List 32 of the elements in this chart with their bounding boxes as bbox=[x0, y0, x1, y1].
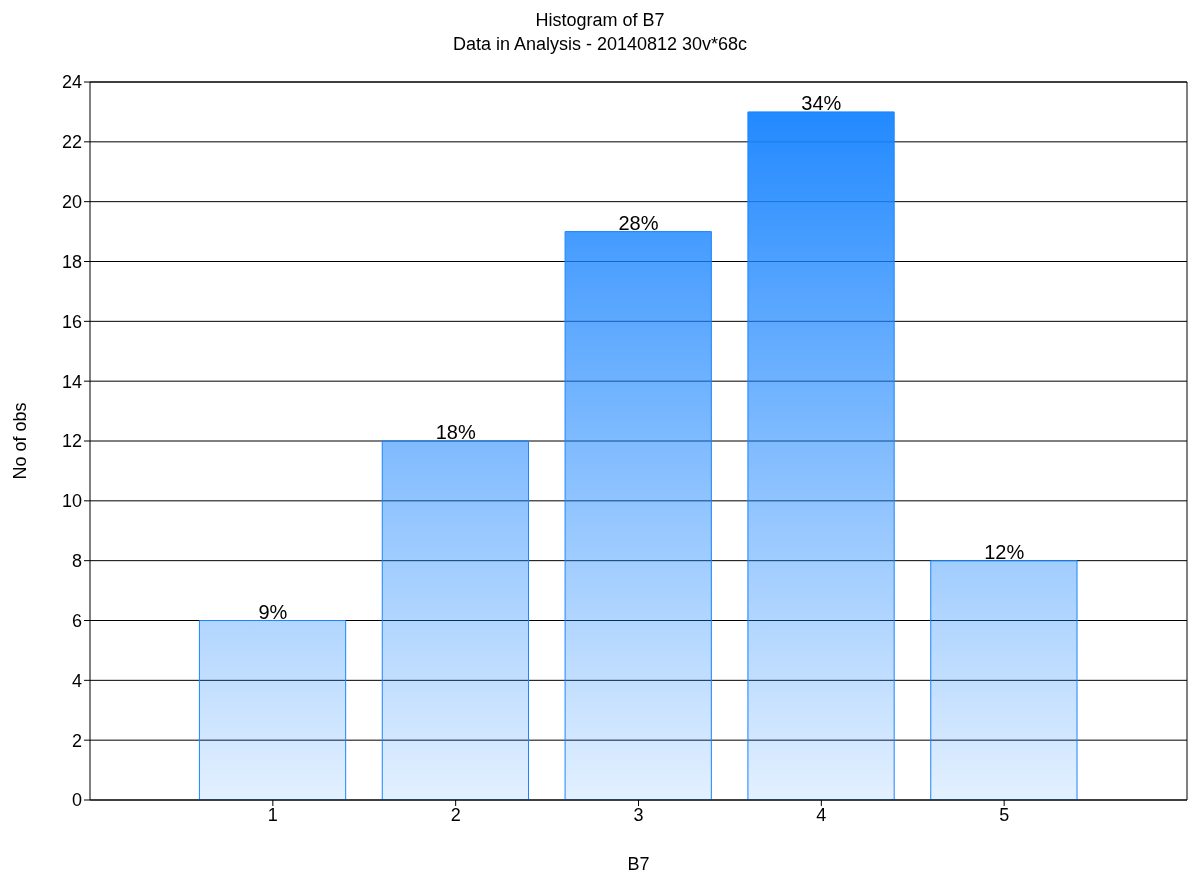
bar bbox=[930, 560, 1078, 800]
bar bbox=[564, 231, 712, 800]
y-tick-label: 2 bbox=[71, 730, 82, 751]
x-axis-title: B7 bbox=[626, 854, 651, 875]
y-tick-label: 14 bbox=[61, 371, 82, 392]
y-axis-title: No of obs bbox=[9, 401, 31, 480]
bar bbox=[198, 620, 347, 800]
x-tick-label: 1 bbox=[267, 804, 278, 825]
x-tick-label: 4 bbox=[816, 804, 827, 825]
y-tick-label: 12 bbox=[61, 431, 82, 452]
y-tick-label: 4 bbox=[71, 670, 82, 691]
annotation: 28% bbox=[618, 211, 659, 234]
y-tick-label: 6 bbox=[71, 610, 82, 631]
bar bbox=[747, 111, 895, 800]
y-tick-label: 24 bbox=[61, 72, 82, 93]
y-tick-label: 20 bbox=[61, 192, 82, 213]
annotation: 9% bbox=[258, 600, 288, 623]
x-tick-label: 3 bbox=[633, 804, 644, 825]
y-tick-label: 22 bbox=[61, 132, 82, 153]
chart-title: Histogram of B7 bbox=[534, 9, 666, 32]
y-tick-label: 18 bbox=[61, 251, 82, 272]
annotation: 12% bbox=[984, 540, 1025, 563]
y-tick-label: 8 bbox=[71, 551, 82, 572]
y-tick-label: 10 bbox=[61, 491, 82, 512]
y-tick-label: 0 bbox=[71, 790, 82, 811]
chart-subtitle: Data in Analysis - 20140812 30v*68c bbox=[451, 33, 749, 56]
annotation: 18% bbox=[435, 421, 476, 443]
annotation: 34% bbox=[801, 91, 842, 114]
x-tick-label: 5 bbox=[999, 804, 1010, 825]
bar bbox=[381, 440, 530, 800]
x-tick-label: 2 bbox=[450, 804, 461, 825]
y-tick-label: 16 bbox=[61, 311, 82, 332]
